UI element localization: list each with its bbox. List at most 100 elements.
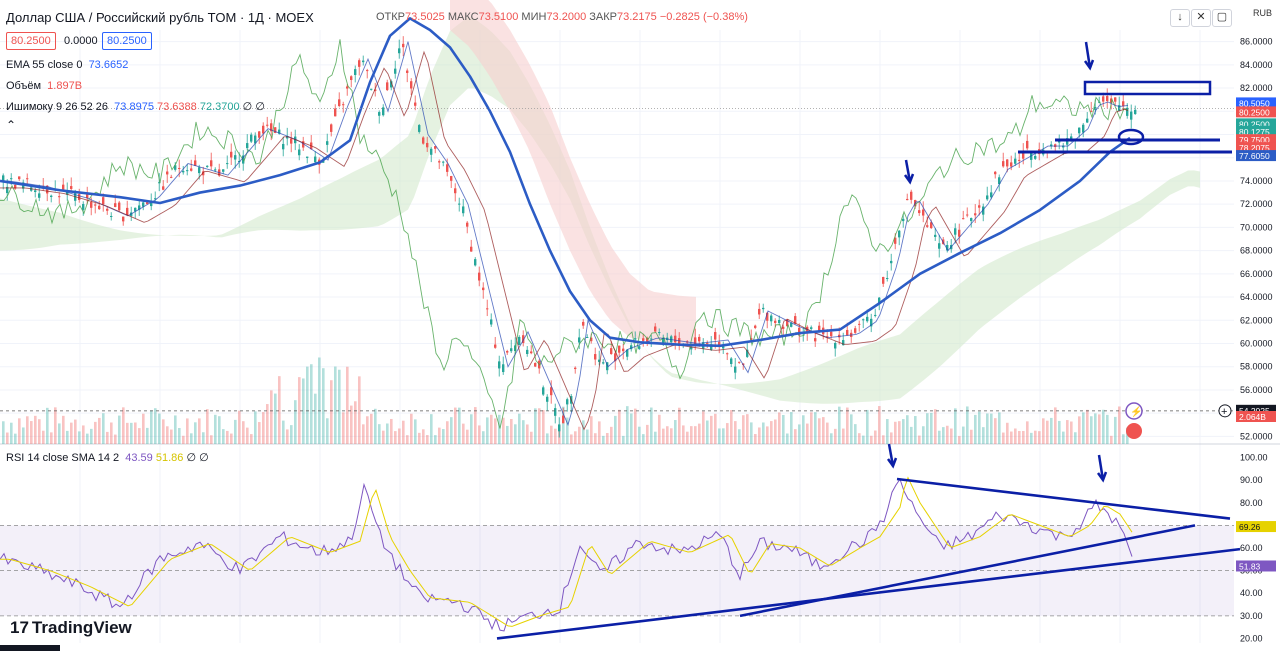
- ichimoku-value-4: ∅: [242, 101, 253, 113]
- candle-body: [1090, 110, 1093, 112]
- volume-bar: [950, 428, 953, 444]
- candle-body: [874, 314, 877, 316]
- candle-body: [506, 351, 509, 353]
- candle-body: [110, 215, 113, 217]
- volume-bar: [634, 408, 637, 444]
- volume-bar: [222, 429, 225, 444]
- volume-bar: [642, 434, 645, 444]
- crosshair-plus-icon: [1218, 404, 1232, 418]
- candle-body: [734, 366, 737, 373]
- candle-body: [10, 178, 13, 180]
- volume-bar: [518, 413, 521, 444]
- ema-legend[interactable]: EMA 55 close 0 73.6652: [6, 59, 128, 71]
- buy-button[interactable]: 80.2500: [102, 32, 152, 50]
- volume-bar: [1046, 420, 1049, 444]
- volume-bar: [682, 425, 685, 444]
- volume-bar: [18, 418, 21, 444]
- candle-body: [958, 229, 961, 237]
- volume-bar: [606, 433, 609, 444]
- volume-bar: [274, 393, 277, 444]
- candle-body: [250, 134, 253, 142]
- candle-body: [234, 155, 237, 160]
- maximize-icon[interactable]: ▢: [1212, 9, 1232, 27]
- candle-body: [398, 48, 401, 54]
- volume-bar: [406, 435, 409, 444]
- volume-bar: [434, 435, 437, 444]
- open-value: 73.5025: [405, 11, 445, 23]
- candle-body: [634, 338, 637, 340]
- volume-bar: [978, 411, 981, 444]
- candle-body: [430, 148, 433, 155]
- candle-body: [726, 353, 729, 355]
- candle-body: [122, 216, 125, 222]
- candle-body: [370, 88, 373, 90]
- candle-body: [646, 337, 649, 343]
- rsi-tick-label: 20.00: [1240, 633, 1263, 643]
- candle-body: [118, 202, 121, 211]
- volume-bar: [302, 378, 305, 444]
- volume-bar: [762, 422, 765, 444]
- annotation-arrow-price-right: [1084, 41, 1092, 69]
- rsi-tick-label: 60.00: [1240, 543, 1263, 553]
- candle-body: [1034, 155, 1037, 159]
- volume-bar: [290, 425, 293, 444]
- collapse-legend-icon[interactable]: ⌃: [6, 118, 17, 132]
- candle-body: [966, 214, 969, 216]
- volume-bar: [826, 422, 829, 444]
- candle-body: [858, 323, 861, 325]
- volume-bar: [22, 427, 25, 444]
- candle-body: [326, 141, 329, 145]
- sell-button[interactable]: 80.2500: [6, 32, 56, 50]
- ichimoku-legend[interactable]: Ишимоку 9 26 52 26 73.8975 73.6388 72.37…: [6, 100, 265, 113]
- crosshair-plus-glyph: +: [1221, 406, 1227, 418]
- candle-body: [1002, 161, 1005, 167]
- annotation-arrow-rsi-right-head: [1096, 471, 1108, 483]
- candle-body: [90, 202, 93, 208]
- rsi-tick-label: 80.00: [1240, 498, 1263, 508]
- volume-legend[interactable]: Объём 1.897B: [6, 80, 82, 92]
- candle-body: [962, 218, 965, 220]
- volume-bar: [158, 413, 161, 444]
- volume-bar: [714, 413, 717, 444]
- candle-body: [62, 184, 65, 190]
- candle-body: [1130, 111, 1133, 120]
- candle-body: [306, 156, 309, 158]
- close-icon[interactable]: ✕: [1191, 9, 1211, 27]
- candle-body: [558, 424, 561, 432]
- volume-bar: [282, 420, 285, 444]
- volume-bar: [854, 424, 857, 444]
- volume-bar: [154, 408, 157, 444]
- currency-label[interactable]: RUB: [1252, 8, 1272, 18]
- ichimoku-cloud-green: [0, 17, 1200, 404]
- volume-bar: [390, 418, 393, 444]
- candle-body: [754, 325, 757, 328]
- candle-body: [278, 129, 281, 134]
- volume-bar: [542, 410, 545, 444]
- volume-bar: [942, 427, 945, 444]
- candle-body: [522, 335, 525, 344]
- candle-body: [622, 348, 625, 352]
- rsi-legend[interactable]: RSI 14 close SMA 14 2 43.59 51.86 ∅ ∅: [6, 451, 209, 464]
- volume-bar: [514, 424, 517, 444]
- volume-bar: [966, 406, 969, 444]
- symbol-title[interactable]: Доллар США / Российский рубль TOM · 1Д ·…: [6, 10, 314, 25]
- candle-body: [546, 396, 549, 402]
- candle-body: [938, 243, 941, 249]
- candle-body: [786, 319, 789, 327]
- volume-bar: [98, 417, 101, 444]
- volume-bar: [110, 422, 113, 444]
- volume-bar: [378, 424, 381, 444]
- candle-body: [50, 195, 53, 197]
- volume-bar: [174, 415, 177, 444]
- candle-body: [562, 415, 565, 424]
- candle-body: [290, 138, 293, 144]
- price-label: 2.064B: [1239, 412, 1266, 422]
- volume-bar: [622, 435, 625, 444]
- candle-body: [714, 332, 717, 340]
- arrow-down-icon[interactable]: ↓: [1170, 9, 1190, 27]
- candle-body: [534, 363, 537, 367]
- price-tick-label: 86.0000: [1240, 37, 1273, 47]
- price-label: 80.1275: [1239, 127, 1270, 137]
- candle-body: [782, 326, 785, 329]
